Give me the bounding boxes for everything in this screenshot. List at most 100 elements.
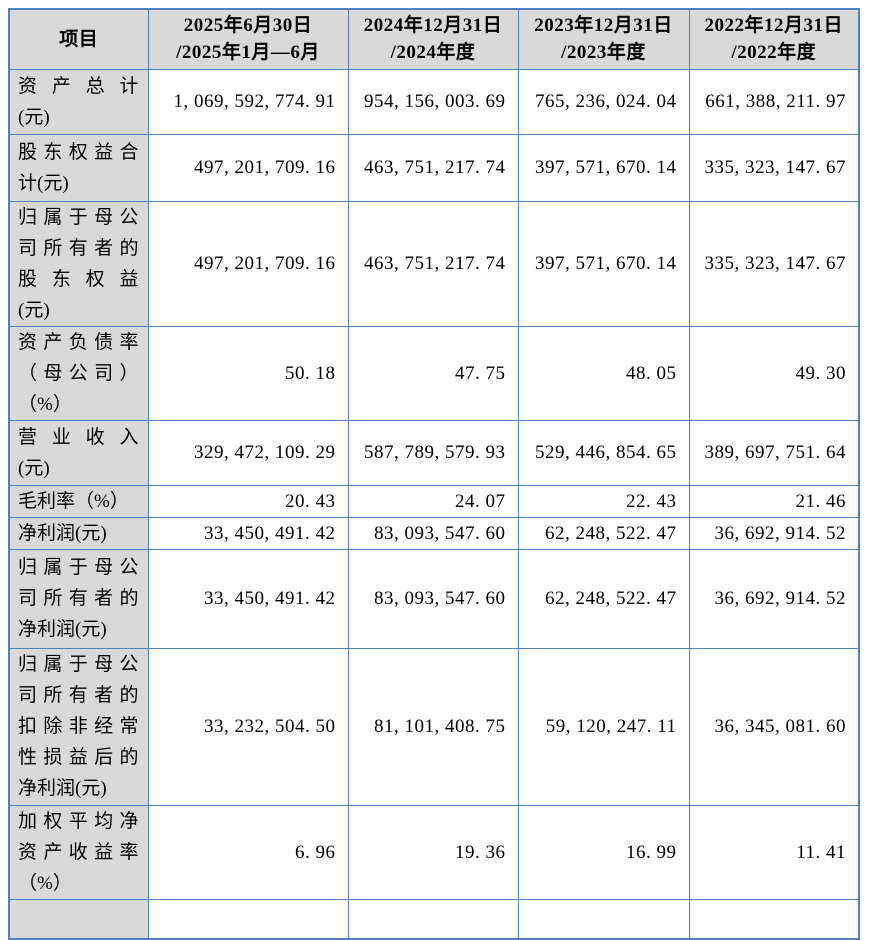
row-label-cell: 营业收入 (元) [8, 419, 149, 486]
value-cell: 21. 46 [688, 484, 860, 518]
value-cell: 765, 236, 024. 04 [517, 68, 690, 135]
row-label-line: 司所有者的 [18, 237, 139, 259]
row-label-line: 营业收入 [18, 426, 139, 448]
value-cell: 329, 472, 109. 29 [147, 419, 349, 486]
value-cell: 33, 450, 491. 42 [147, 516, 349, 550]
financial-summary-table: 项目 2025年6月30日/2025年1月—6月 2024年12月31日/2024年… [8, 8, 860, 940]
table-row: 毛利率（%） 20. 43 24. 07 22. 43 21. 46 [8, 484, 860, 518]
row-label-line: 计(元) [18, 172, 69, 194]
value-cell: 497, 201, 709. 16 [147, 200, 349, 327]
table-row: 归属于母公司所有者的股东权益 (元) 497, 201, 709. 16 463, 7… [8, 200, 860, 327]
row-label-line: （%） [18, 872, 72, 894]
value-cell: 20. 43 [147, 484, 349, 518]
table-row: 归属于母公 司所有者的 扣除非经常 性损益后的 净利润(元) 33, 232, 504. … [8, 647, 860, 806]
row-label-cell: 资产总计 (元) [8, 68, 149, 135]
row-label-cell: 资产负债率 （母公司） （%） [8, 325, 149, 421]
row-label-line: 资产收益率 [18, 841, 139, 863]
value-cell: 11. 41 [688, 804, 860, 900]
value-cell: 59, 120, 247. 11 [517, 647, 690, 806]
value-cell: 33, 232, 504. 50 [147, 647, 349, 806]
table-body: 资产总计 (元) 1, 069, 592, 774. 91 954, 156, 003… [8, 68, 860, 940]
row-label-line: （%） [18, 393, 72, 415]
table-row: 归属于母公 司所有者的 净利润(元) 33, 450, 491. 42 83, 093,… [8, 548, 860, 649]
table-row: 加权平均净资产收益率 （%） 6. 96 19. 36 16. 99 11. 41 [8, 804, 860, 900]
row-label-line: 毛利率（%） [18, 490, 129, 512]
value-cell: 16. 99 [517, 804, 690, 900]
value-cell: 36, 345, 081. 60 [688, 647, 860, 806]
value-cell [347, 898, 519, 940]
table-header: 项目 2025年6月30日/2025年1月—6月 2024年12月31日/2024年… [8, 8, 860, 70]
row-label-cell: 净利润(元) [8, 516, 149, 550]
value-cell: 463, 751, 217. 74 [347, 200, 519, 327]
value-cell: 6. 96 [147, 804, 349, 900]
value-cell: 36, 692, 914. 52 [688, 516, 860, 550]
row-label-cell: 毛利率（%） [8, 484, 149, 518]
value-cell: 24. 07 [347, 484, 519, 518]
table-row: 营业收入 (元) 329, 472, 109. 29 587, 789, 579. 9… [8, 419, 860, 486]
value-cell: 397, 571, 670. 14 [517, 133, 690, 202]
value-cell: 48. 05 [517, 325, 690, 421]
value-cell: 497, 201, 709. 16 [147, 133, 349, 202]
table-row: 净利润(元) 33, 450, 491. 42 83, 093, 547. 60 62… [8, 516, 860, 550]
header-line: 2024年12月31日 [363, 15, 503, 37]
row-label-line: 净利润(元) [18, 619, 107, 640]
row-label-line: 股东权益 [18, 268, 139, 290]
value-cell: 335, 323, 147. 67 [688, 200, 860, 327]
row-label-line: (元) [18, 106, 50, 128]
value-cell: 83, 093, 547. 60 [347, 516, 519, 550]
value-cell: 47. 75 [347, 325, 519, 421]
value-cell: 62, 248, 522. 47 [517, 548, 690, 649]
row-label-line: 净利润(元) [18, 778, 107, 799]
row-label-line: (元) [18, 299, 50, 321]
value-cell: 22. 43 [517, 484, 690, 518]
header-line: 2025年6月30日 [183, 15, 313, 37]
row-label-line: (元) [18, 457, 50, 479]
row-label-line: 归属于母公 [18, 654, 139, 675]
header-cell-period: 2025年6月30日/2025年1月—6月 [147, 8, 349, 70]
row-label-line: 司所有者的 [18, 588, 139, 609]
value-cell: 1, 069, 592, 774. 91 [147, 68, 349, 135]
value-cell: 81, 101, 408. 75 [347, 647, 519, 806]
value-cell: 397, 571, 670. 14 [517, 200, 690, 327]
row-label-cell: 股东权益合计(元) [8, 133, 149, 202]
row-label-line: （母公司） [18, 362, 139, 384]
row-label-line: 性损益后的 [18, 747, 139, 768]
row-label-line: 加权平均净 [18, 810, 139, 832]
header-cell-period: 2024年12月31日/2024年度 [347, 8, 519, 70]
value-cell: 62, 248, 522. 47 [517, 516, 690, 550]
header-line: /2022年度 [731, 42, 817, 64]
row-label-cell: 归属于母公司所有者的净利润(元) [8, 548, 149, 649]
row-label-line: 净利润(元) [18, 522, 107, 544]
header-line: 2023年12月31日 [534, 15, 673, 37]
row-label-line: 司所有者的 [18, 685, 139, 706]
row-label-cell: 归属于母公 司所有者的 扣除非经常 性损益后的 净利润(元) [8, 647, 149, 806]
header-line: /2023年度 [561, 42, 646, 64]
value-cell: 19. 36 [347, 804, 519, 900]
value-cell: 954, 156, 003. 69 [347, 68, 519, 135]
value-cell [147, 898, 349, 940]
header-row: 项目 2025年6月30日/2025年1月—6月 2024年12月31日/2024年… [8, 8, 860, 70]
table-row [8, 898, 860, 940]
row-label-cell: 加权平均净资产收益率 （%） [8, 804, 149, 900]
value-cell: 529, 446, 854. 65 [517, 419, 690, 486]
header-cell-item: 项目 [8, 8, 149, 70]
value-cell: 83, 093, 547. 60 [347, 548, 519, 649]
header-cell-period: 2023年12月31日/2023年度 [517, 8, 690, 70]
header-line: 项目 [59, 28, 99, 50]
table-row: 股东权益合 计(元) 497, 201, 709. 16 463, 751, 217.… [8, 133, 860, 202]
value-cell: 661, 388, 211. 97 [688, 68, 860, 135]
row-label-line: 资产负债率 [18, 331, 139, 353]
header-line: /2024年度 [390, 42, 476, 64]
header-line: /2025年1月—6月 [176, 42, 320, 64]
row-label-line: 资产总计 [18, 75, 139, 97]
header-cell-period: 2022年12月31日/2022年度 [688, 8, 860, 70]
row-label-line: 归属于母公 [18, 557, 139, 578]
row-label-line: 归属于母公 [18, 206, 139, 228]
header-line: 2022年12月31日 [704, 15, 843, 37]
value-cell [688, 898, 860, 940]
table-row: 资产负债率 （母公司） （%） 50. 18 47. 75 48. 05 49. 30 [8, 325, 860, 421]
value-cell: 50. 18 [147, 325, 349, 421]
row-label-line: 股东权益合 [18, 141, 139, 163]
value-cell: 335, 323, 147. 67 [688, 133, 860, 202]
value-cell: 587, 789, 579. 93 [347, 419, 519, 486]
